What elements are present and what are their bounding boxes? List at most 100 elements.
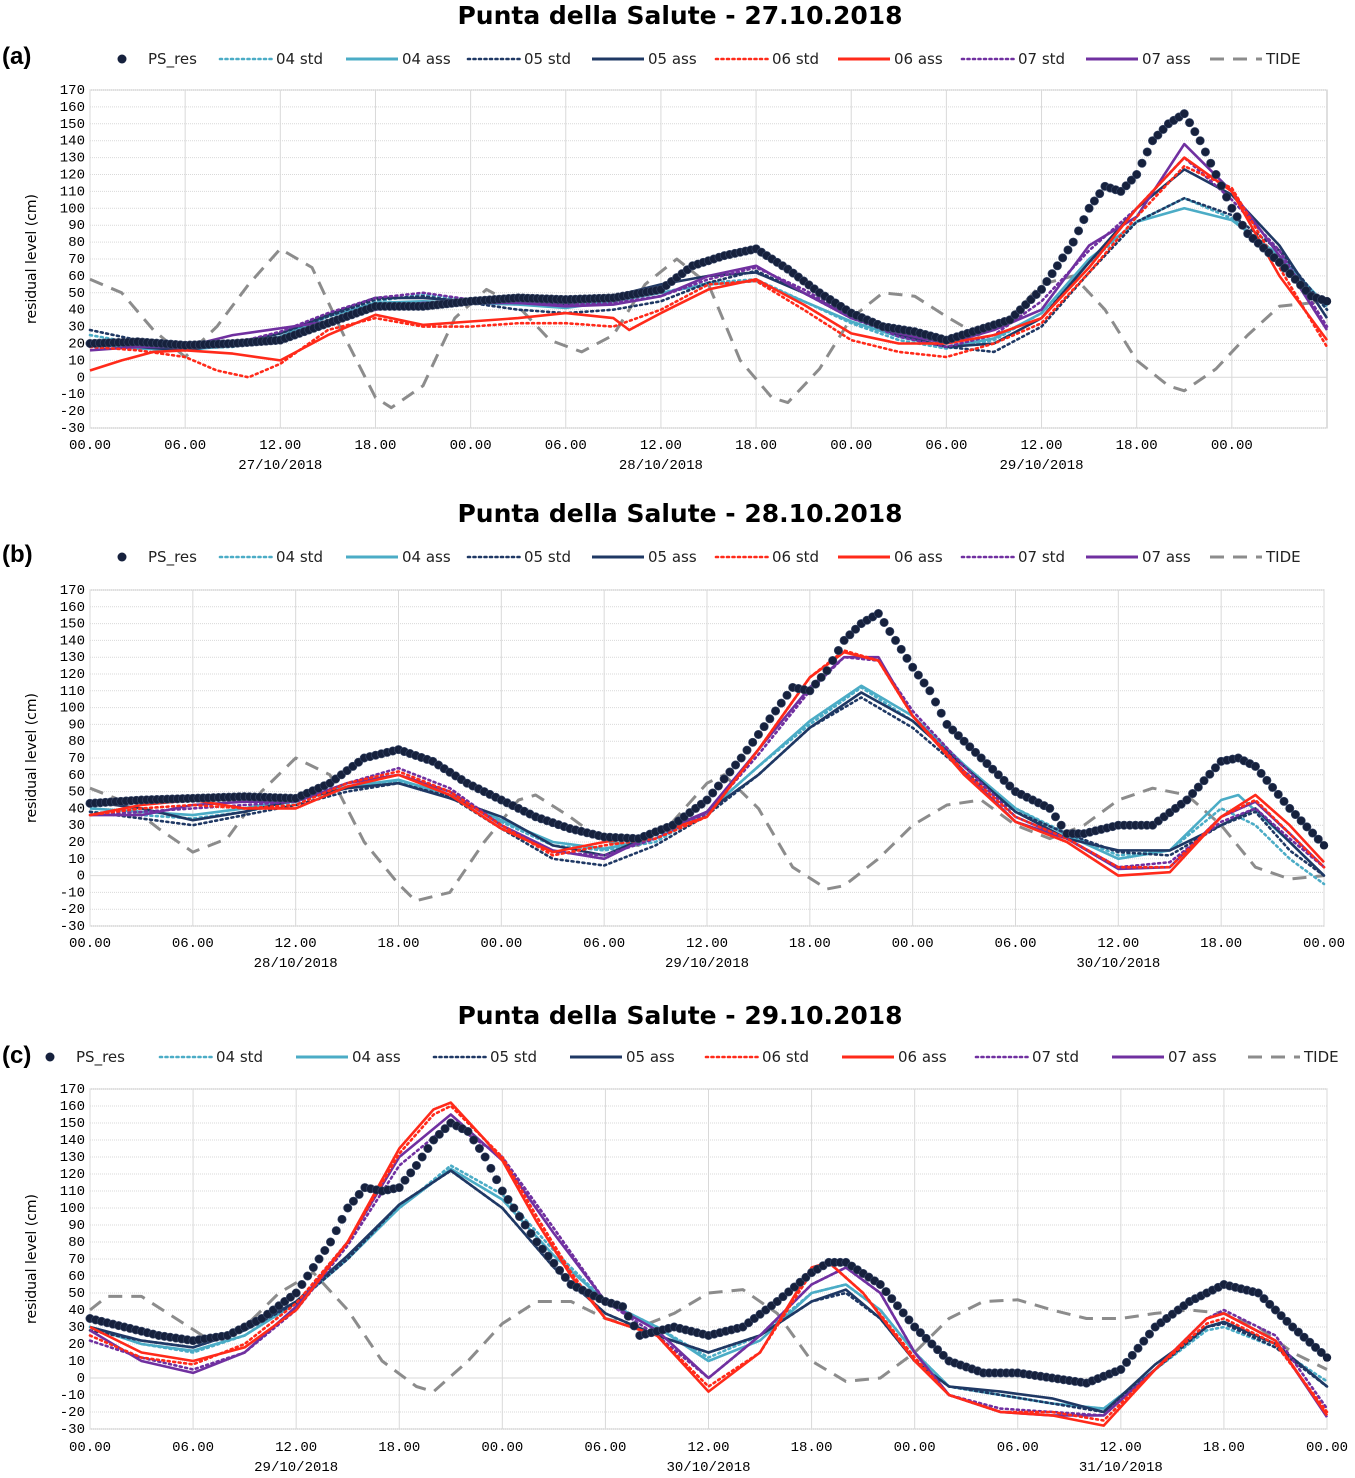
obs-point [910, 1322, 920, 1332]
obs-point [1068, 237, 1078, 247]
x-tick-label: 00.00 [450, 438, 492, 454]
obs-point [394, 1183, 404, 1193]
series-tide [89, 247, 1328, 410]
obs-point [1280, 263, 1290, 273]
x-tick-label: 06.00 [997, 1440, 1039, 1456]
y-tick-label: 30 [68, 818, 85, 834]
obs-point [993, 770, 1003, 780]
obs-point [1148, 136, 1158, 146]
obs-point [526, 1229, 536, 1239]
legend-label: 04 ass [402, 548, 451, 566]
legend-item: 07 std [974, 1048, 1079, 1066]
legend-item: 06 std [714, 548, 819, 566]
obs-point [337, 1214, 347, 1224]
obs-point [314, 1254, 324, 1264]
y-tick-label: 150 [60, 1116, 85, 1132]
chart-panel: Punta della Salute - 29.10.2018 (c) PS_res… [2, 1001, 1348, 1476]
panel-label: (a) [2, 43, 31, 70]
legend-label: 06 std [772, 548, 819, 566]
y-tick-label: 40 [68, 1303, 85, 1319]
series-ps-res [85, 1118, 1332, 1388]
obs-point [486, 1163, 496, 1173]
obs-point [948, 725, 958, 735]
y-tick-label: 100 [60, 701, 85, 717]
legend-item: 04 std [218, 50, 323, 68]
obs-point [971, 747, 981, 757]
legend-item: 05 ass [592, 50, 697, 68]
obs-point [1052, 261, 1062, 271]
obs-point [1259, 1294, 1269, 1304]
series-06-std [88, 164, 1329, 379]
legend-item: 06 ass [842, 1048, 947, 1066]
y-tick-label: 70 [68, 252, 85, 268]
y-tick-label: 90 [68, 1218, 85, 1234]
legend-label: 04 ass [402, 50, 451, 68]
obs-point [776, 698, 786, 708]
obs-point [1282, 1316, 1292, 1326]
date-label: 29/10/2018 [1000, 458, 1084, 474]
obs-point [1126, 175, 1136, 185]
obs-point [440, 1124, 450, 1134]
y-tick-label: 140 [60, 134, 85, 150]
x-tick-label: 18.00 [377, 936, 419, 952]
obs-point [1222, 192, 1232, 202]
y-tick-label: 80 [68, 734, 85, 750]
obs-point [742, 745, 752, 755]
obs-point [1313, 834, 1323, 844]
y-tick-label: 100 [60, 201, 85, 217]
obs-point [1206, 158, 1216, 168]
obs-point [1319, 841, 1329, 850]
legend-label: PS_res [148, 50, 197, 69]
obs-point [1210, 763, 1220, 773]
legend-label: 05 std [524, 50, 571, 68]
legend-label: 05 std [524, 548, 571, 566]
obs-point [1193, 782, 1203, 792]
obs-point [851, 624, 861, 634]
obs-point [805, 686, 815, 696]
obs-point [1316, 1348, 1326, 1358]
y-tick-label: 130 [60, 650, 85, 666]
legend-label: 04 std [276, 50, 323, 68]
y-tick-label: 120 [60, 1167, 85, 1183]
x-tick-label: 18.00 [354, 438, 396, 454]
legend-item: PS_res [45, 1048, 125, 1067]
chart-panel: Punta della Salute - 28.10.2018 (b) PS_res… [2, 499, 1345, 972]
obs-point [1253, 1288, 1263, 1298]
obs-point [1188, 789, 1198, 799]
obs-point [331, 1226, 341, 1236]
y-tick-label: -10 [60, 1388, 85, 1404]
obs-point [623, 1311, 633, 1321]
obs-point [1293, 1327, 1303, 1337]
x-tick-label: 00.00 [1303, 936, 1345, 952]
obs-point [725, 767, 735, 777]
obs-point [469, 1135, 479, 1145]
obs-point [915, 1328, 925, 1338]
obs-point [1047, 269, 1057, 279]
obs-point [801, 1272, 811, 1282]
y-tick-label: 160 [60, 600, 85, 616]
obs-point [1185, 118, 1195, 128]
obs-point [537, 1244, 547, 1254]
obs-point [1256, 768, 1266, 778]
date-label: 28/10/2018 [619, 458, 703, 474]
x-tick-label: 00.00 [894, 1440, 936, 1456]
y-tick-label: 20 [68, 337, 85, 353]
x-tick-label: 06.00 [583, 936, 625, 952]
x-tick-label: 00.00 [69, 1440, 111, 1456]
x-tick-label: 12.00 [1097, 936, 1139, 952]
x-tick-label: 00.00 [1211, 438, 1253, 454]
date-label: 28/10/2018 [254, 956, 338, 972]
obs-point [822, 666, 832, 676]
obs-point [429, 1135, 439, 1145]
obs-point [1285, 269, 1295, 279]
legend-label: 04 ass [352, 1048, 401, 1066]
obs-point [354, 1189, 364, 1199]
obs-point [782, 690, 792, 700]
y-tick-label: 150 [60, 617, 85, 633]
obs-point [1158, 124, 1168, 134]
obs-point [999, 775, 1009, 785]
date-label: 29/10/2018 [254, 1460, 338, 1476]
legend-label: 05 ass [648, 548, 697, 566]
y-tick-label: 10 [68, 353, 85, 369]
obs-point [982, 759, 992, 769]
